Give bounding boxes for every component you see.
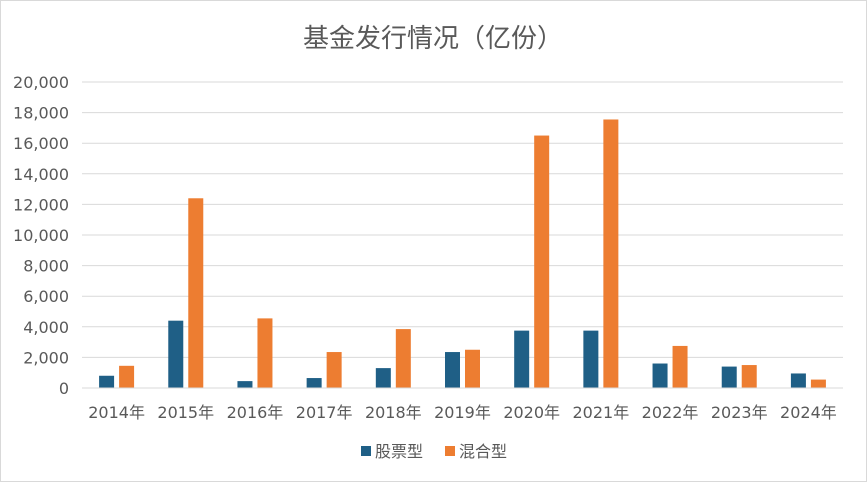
- y-tick-label: 4,000: [23, 318, 69, 337]
- y-tick-label: 0: [59, 379, 69, 398]
- x-tick-label: 2021年: [572, 403, 629, 422]
- legend-swatch: [361, 446, 371, 456]
- legend: 股票型 混合型: [361, 442, 507, 461]
- bar-mixed: [603, 119, 619, 389]
- bar-mixed: [395, 329, 411, 388]
- bar-mixed: [672, 345, 688, 388]
- x-tick-label: 2020年: [503, 403, 560, 422]
- legend-label: 股票型: [375, 442, 423, 461]
- bar-mixed: [534, 135, 550, 388]
- bar-mixed: [326, 352, 342, 388]
- x-axis-labels: 2014年 2015年 2016年 2017年 2018年 2019年 2020年 2021年…: [88, 403, 837, 422]
- y-tick-label: 14,000: [13, 165, 69, 184]
- bar-mixed: [741, 365, 757, 388]
- bar-stock: [514, 330, 530, 388]
- bar-mixed: [810, 379, 826, 388]
- y-tick-label: 10,000: [13, 226, 69, 245]
- bar-stock: [99, 375, 115, 388]
- y-axis-labels: 0 2,000 4,000 6,000 8,000 10,000 12,000 14,000 1…: [13, 73, 69, 398]
- bar-mixed: [465, 349, 480, 388]
- y-tick-label: 12,000: [13, 195, 69, 214]
- x-tick-label: 2022年: [642, 403, 699, 422]
- bar-stock: [652, 363, 668, 388]
- x-tick-label: 2024年: [780, 403, 837, 422]
- legend-label: 混合型: [459, 442, 507, 461]
- y-tick-label: 20,000: [13, 73, 69, 92]
- bar-stock: [721, 366, 737, 388]
- bar-mixed: [257, 318, 273, 388]
- bar-stock: [583, 330, 599, 388]
- bar-stock: [237, 381, 253, 388]
- y-tick-label: 18,000: [13, 104, 69, 123]
- y-tick-label: 6,000: [23, 287, 69, 306]
- x-tick-label: 2016年: [227, 403, 284, 422]
- x-tick-label: 2018年: [365, 403, 422, 422]
- bar-mixed: [188, 198, 204, 388]
- x-tick-label: 2014年: [88, 403, 145, 422]
- legend-swatch: [445, 446, 455, 456]
- bar-stock: [790, 373, 806, 388]
- x-tick-label: 2017年: [296, 403, 353, 422]
- x-tick-label: 2015年: [157, 403, 214, 422]
- chart-title: 基金发行情况（亿份）: [303, 24, 563, 54]
- bar-mixed: [119, 365, 135, 388]
- bar-stock: [375, 368, 391, 388]
- x-tick-label: 2023年: [711, 403, 768, 422]
- y-tick-label: 8,000: [23, 257, 69, 276]
- bar-stock: [306, 378, 322, 388]
- bar-stock: [168, 320, 184, 388]
- y-tick-label: 2,000: [23, 348, 69, 367]
- bars: [99, 119, 826, 389]
- y-tick-label: 16,000: [13, 134, 69, 153]
- bar-stock: [445, 352, 460, 388]
- x-tick-label: 2019年: [434, 403, 491, 422]
- gridlines: [82, 81, 843, 358]
